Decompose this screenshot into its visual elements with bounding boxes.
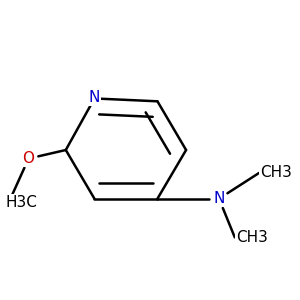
Text: O: O: [22, 151, 34, 166]
Text: CH3: CH3: [236, 230, 268, 245]
Text: N: N: [213, 191, 225, 206]
Text: N: N: [89, 89, 100, 104]
Text: CH3: CH3: [261, 165, 292, 180]
Text: H3C: H3C: [6, 196, 38, 211]
